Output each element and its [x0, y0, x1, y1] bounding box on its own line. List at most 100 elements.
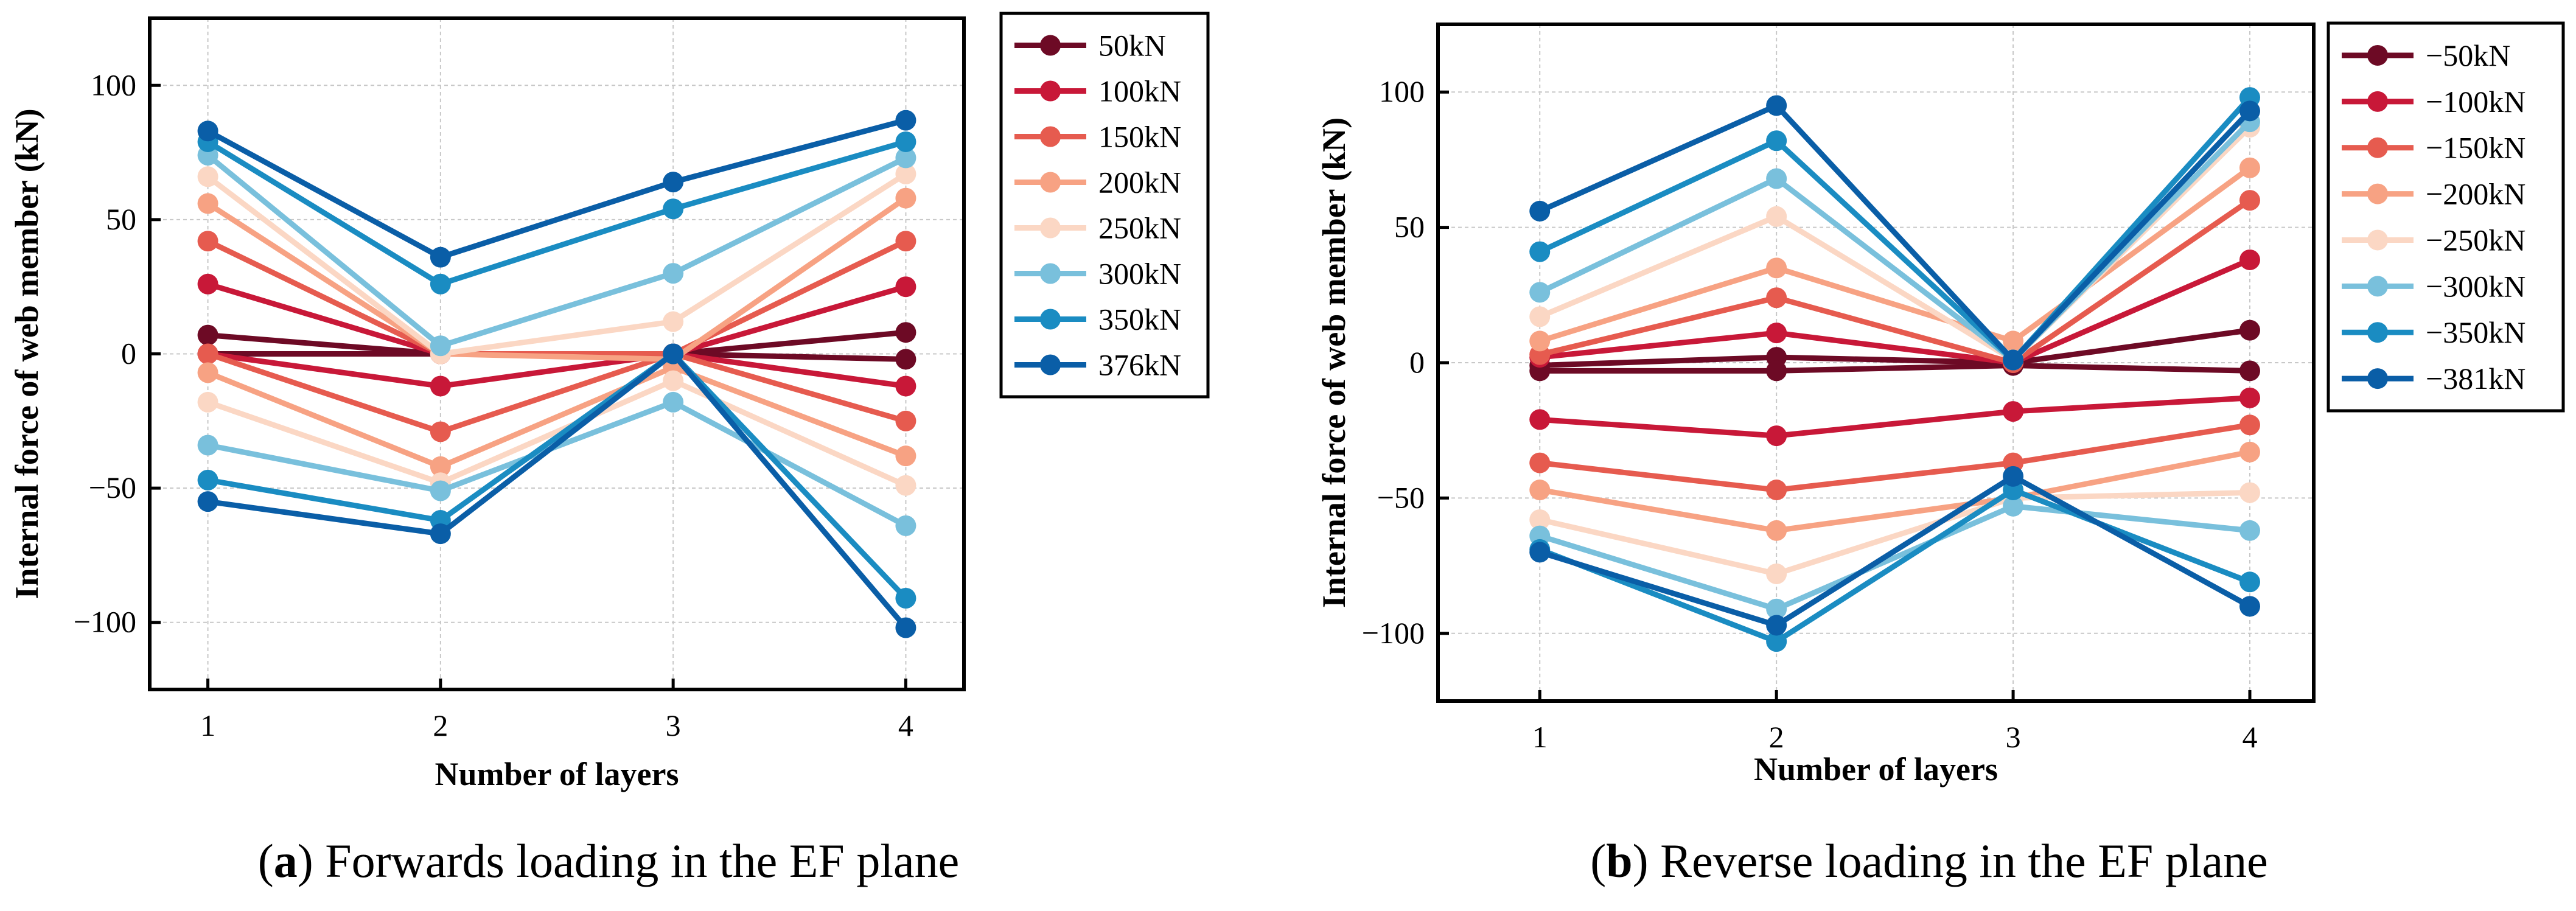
legend-item-6: −300kN — [2342, 269, 2525, 303]
ytick-label: 50 — [1394, 210, 1425, 244]
legend-marker — [2367, 44, 2388, 66]
data-point — [2239, 520, 2260, 541]
data-point — [1766, 480, 1787, 501]
xtick-label: 3 — [666, 708, 681, 742]
xtick-label: 2 — [433, 708, 448, 742]
data-point — [895, 349, 916, 370]
legend-label: −300kN — [2426, 269, 2525, 303]
data-point — [895, 475, 916, 496]
legend-label: −50kN — [2426, 38, 2510, 72]
data-point — [430, 456, 451, 477]
data-point — [663, 263, 684, 284]
data-point — [1766, 130, 1787, 152]
data-point — [663, 198, 684, 220]
legend-marker — [1040, 172, 1061, 193]
data-point — [1766, 563, 1787, 584]
data-point — [2239, 190, 2260, 211]
legend-label: −100kN — [2426, 85, 2525, 119]
series-b-4 — [1529, 157, 2260, 541]
series-line — [1539, 449, 2250, 534]
data-point — [430, 375, 451, 397]
data-point — [197, 231, 218, 252]
data-point — [1529, 282, 1551, 303]
data-point — [197, 435, 218, 456]
caption-b-letter: b — [1606, 834, 1633, 887]
data-point — [2239, 441, 2260, 462]
caption-b-text: Reverse loading in the EF plane — [1660, 834, 2268, 887]
legend-label: 100kN — [1098, 74, 1181, 108]
data-point — [197, 324, 218, 346]
data-point — [2003, 349, 2024, 371]
ytick-label: −50 — [1377, 480, 1425, 514]
data-point — [1766, 257, 1787, 279]
ytick-label: −100 — [74, 605, 136, 639]
data-point — [1766, 206, 1787, 227]
data-point — [2239, 571, 2260, 593]
data-point — [1766, 168, 1787, 189]
data-point — [197, 391, 218, 413]
legend-label: 376kN — [1098, 348, 1181, 382]
data-point — [430, 335, 451, 357]
legend-label: 150kN — [1098, 120, 1181, 154]
series-line — [206, 172, 907, 357]
caption-b: (b) Reverse loading in the EF plane — [1590, 834, 2268, 887]
grid-b — [1438, 24, 2314, 701]
data-point — [895, 147, 916, 169]
data-point — [1766, 631, 1787, 652]
data-point — [895, 617, 916, 638]
series-line — [206, 365, 907, 470]
data-point — [1529, 306, 1551, 327]
legend-a: 50kN 100kN 150kN 200kN 250kN 300kN 350kN 376kN — [999, 12, 1210, 399]
ytick-label: −100 — [1362, 616, 1425, 650]
ylabel-a: Internal force of web member (kN) — [9, 108, 45, 599]
legend-label: −150kN — [2426, 131, 2525, 165]
data-point — [895, 110, 916, 131]
legend-marker — [2367, 276, 2388, 297]
series-a-1 — [197, 322, 916, 370]
data-point — [2003, 466, 2024, 487]
legend-marker — [1040, 80, 1061, 102]
ytick-label: 100 — [91, 68, 136, 102]
data-point — [430, 480, 451, 501]
legend-item-6: 300kN — [1014, 257, 1181, 291]
caption-a: (a) Forwards loading in the EF plane — [257, 834, 960, 887]
legend-marker — [2367, 183, 2388, 204]
legend-marker — [2367, 229, 2388, 251]
series-line — [207, 351, 907, 435]
caption-a-text: Forwards loading in the EF plane — [325, 834, 960, 887]
legend-item-5: −250kN — [2342, 223, 2525, 257]
data-point — [1529, 409, 1551, 430]
data-point — [1529, 542, 1551, 563]
legend-item-2: 100kN — [1014, 74, 1181, 108]
data-point — [663, 172, 684, 193]
legend-marker — [2367, 137, 2388, 158]
data-point — [1766, 287, 1787, 309]
legend-frame — [999, 12, 1210, 399]
legend-marker — [1040, 126, 1061, 147]
legend-item-4: −200kN — [2342, 177, 2525, 211]
legend-label: 250kN — [1098, 211, 1181, 245]
legend-marker — [1040, 35, 1061, 56]
legend-frame — [2326, 21, 2565, 413]
series-line — [1539, 257, 2251, 366]
legend-item-7: 350kN — [1014, 302, 1181, 337]
legend-item-1: −50kN — [2342, 38, 2510, 72]
ylabel-b: Internal force of web member (kN) — [1316, 117, 1352, 608]
legend-marker — [2367, 91, 2388, 112]
data-point — [663, 311, 684, 332]
data-point — [1766, 323, 1787, 344]
ticks-a: −100 −50 0 50 100 1 2 3 4 — [74, 68, 913, 742]
series-line — [207, 351, 908, 630]
legend-marker — [2367, 322, 2388, 343]
data-point — [895, 163, 916, 184]
data-point — [2003, 401, 2024, 422]
caption-a-letter: a — [273, 834, 298, 887]
legend-item-8: −381kN — [2342, 361, 2525, 396]
legend-marker — [2367, 368, 2388, 389]
data-point — [197, 362, 218, 383]
data-point — [1529, 200, 1551, 222]
series-line — [1538, 473, 2252, 628]
ytick-label: 0 — [1409, 345, 1425, 379]
series-line — [1540, 327, 2250, 368]
